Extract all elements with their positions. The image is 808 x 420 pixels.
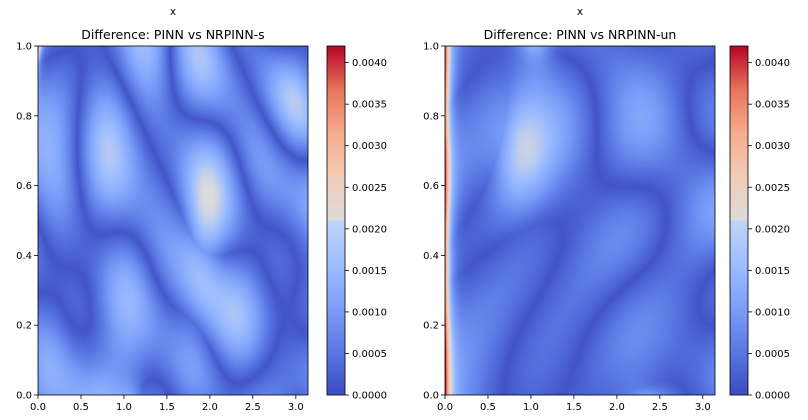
- colorbar-axis: 0.0000 0.0005 0.0010 0.0015 0.0020 0.0025 0.00…: [748, 58, 790, 402]
- y-tick-label: 1.0: [16, 42, 32, 53]
- colorbar-tick-label: 0.0000: [352, 391, 387, 402]
- y-tick-label: 1.0: [423, 42, 439, 53]
- colorbar-tick-label: 0.0000: [755, 391, 790, 402]
- y-axis: 0.0 0.2 0.4 0.6 0.8 1.0: [16, 42, 38, 402]
- x-tick-label: 1.5: [566, 402, 582, 413]
- colorbar-tick-label: 0.0015: [755, 266, 790, 277]
- y-tick-label: 0.2: [16, 321, 32, 332]
- plot-frame: [444, 45, 716, 396]
- x-axis: 0.0 0.5 1.0 1.5 2.0 2.5 3.0: [30, 395, 304, 413]
- x-tick-label: 1.0: [523, 402, 539, 413]
- plot-frame: [37, 45, 309, 396]
- colorbar-tick-label: 0.0020: [352, 224, 387, 235]
- colorbar-tick-label: 0.0010: [755, 307, 790, 318]
- x-tick-label: 2.0: [202, 402, 218, 413]
- y-tick-label: 0.6: [16, 181, 32, 192]
- x-tick-label: 0.0: [30, 402, 46, 413]
- x-tick-label: 0.5: [73, 402, 89, 413]
- y-tick-label: 0.0: [423, 391, 439, 402]
- y-axis: 0.0 0.2 0.4 0.6 0.8 1.0: [423, 42, 445, 402]
- x-axis-label: x: [170, 6, 176, 18]
- colorbar-tick-label: 0.0005: [755, 349, 790, 360]
- y-tick-label: 0.8: [16, 111, 32, 122]
- x-tick-label: 3.0: [695, 402, 711, 413]
- colorbar-tick-label: 0.0035: [352, 100, 387, 111]
- x-tick-label: 3.0: [288, 402, 304, 413]
- colorbar-tick-label: 0.0040: [755, 58, 790, 69]
- y-tick-label: 0.6: [423, 181, 439, 192]
- colorbar-tick-label: 0.0040: [352, 58, 387, 69]
- chart-title: Difference: PINN vs NRPINN-un: [484, 27, 677, 42]
- y-tick-label: 0.8: [423, 111, 439, 122]
- colorbar-tick-label: 0.0030: [755, 141, 790, 152]
- colorbar-tick-label: 0.0025: [352, 183, 387, 194]
- x-axis: 0.0 0.5 1.0 1.5 2.0 2.5 3.0: [437, 395, 711, 413]
- x-tick-label: 2.5: [245, 402, 261, 413]
- y-tick-label: 0.0: [16, 391, 32, 402]
- y-tick-label: 0.4: [16, 251, 32, 262]
- x-tick-label: 0.5: [480, 402, 496, 413]
- panel-left: x Difference: PINN vs NRPINN-s 0.0 0.5 1.0…: [16, 6, 387, 413]
- y-tick-label: 0.4: [423, 251, 439, 262]
- heatmap-plot-area: [38, 46, 308, 395]
- colorbar-tick-label: 0.0015: [352, 266, 387, 277]
- y-tick-label: 0.2: [423, 321, 439, 332]
- x-tick-label: 2.0: [609, 402, 625, 413]
- chart-title: Difference: PINN vs NRPINN-s: [81, 27, 264, 42]
- colorbar-tick-label: 0.0025: [755, 183, 790, 194]
- x-tick-label: 0.0: [437, 402, 453, 413]
- x-axis-label: x: [577, 6, 583, 18]
- heatmap-plot-area: [445, 46, 715, 395]
- colorbar-axis: 0.0000 0.0005 0.0010 0.0015 0.0020 0.0025 0.00…: [345, 58, 387, 402]
- colorbar-tick-label: 0.0030: [352, 141, 387, 152]
- colorbar: [729, 45, 749, 396]
- colorbar-tick-label: 0.0020: [755, 224, 790, 235]
- x-tick-label: 1.0: [116, 402, 132, 413]
- colorbar-tick-label: 0.0035: [755, 100, 790, 111]
- colorbar: [326, 45, 346, 396]
- x-tick-label: 2.5: [652, 402, 668, 413]
- panel-right: x Difference: PINN vs NRPINN-un 0.0 0.5 1.…: [423, 6, 790, 413]
- colorbar-tick-label: 0.0005: [352, 349, 387, 360]
- x-tick-label: 1.5: [159, 402, 175, 413]
- colorbar-tick-label: 0.0010: [352, 307, 387, 318]
